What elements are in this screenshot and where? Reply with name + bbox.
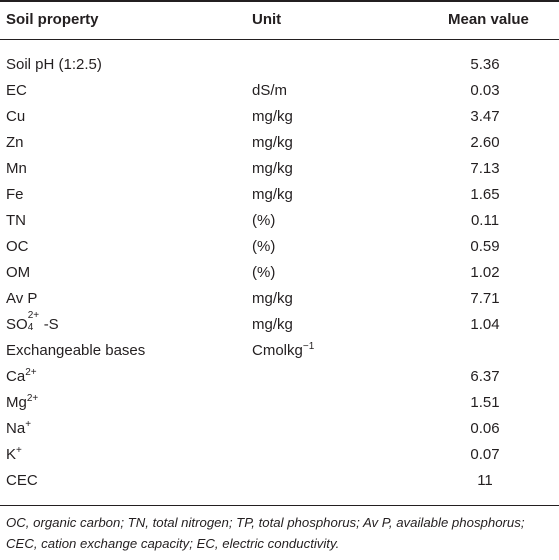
table-top-rule: [0, 0, 559, 2]
table-row: Soil pH (1:2.5) 5.36: [0, 52, 559, 78]
row-property: Mg2+: [6, 390, 38, 416]
row-value: 1.02: [470, 264, 500, 281]
table-row: TN (%) 0.11: [0, 208, 559, 234]
row-value: 7.71: [470, 290, 500, 307]
row-value: 0.07: [470, 446, 500, 463]
table-footnote: OC, organic carbon; TN, total nitrogen; …: [6, 515, 525, 551]
table-row: Av P mg/kg 7.71: [0, 286, 559, 312]
header-soil-property: Soil property: [6, 11, 99, 28]
row-unit: mg/kg: [252, 316, 293, 333]
row-property: Zn: [6, 134, 24, 151]
table-row: Cu mg/kg 3.47: [0, 104, 559, 130]
table-row: Mg2+ 1.51: [0, 390, 559, 416]
row-property: Soil pH (1:2.5): [6, 56, 102, 73]
row-property: OC: [6, 238, 29, 255]
row-value: 0.59: [470, 238, 500, 255]
row-property: K+: [6, 442, 22, 468]
property-superscript: 2+: [27, 310, 40, 321]
row-property: Av P: [6, 290, 38, 307]
property-base: Na: [6, 420, 26, 437]
table-row: Fe mg/kg 1.65: [0, 182, 559, 208]
row-property: Ca2+: [6, 364, 37, 390]
row-unit: (%): [252, 238, 276, 255]
header-mean-value: Mean value: [448, 11, 529, 28]
table-row: Zn mg/kg 2.60: [0, 130, 559, 156]
table-row: Ca2+ 6.37: [0, 364, 559, 390]
row-property: TN: [6, 212, 26, 229]
row-value: 11: [477, 472, 493, 489]
row-property: Cu: [6, 108, 26, 125]
row-property: EC: [6, 82, 27, 99]
table-header-row: Soil property Unit Mean value: [0, 7, 559, 33]
row-unit: mg/kg: [252, 134, 293, 151]
row-unit: Cmolkg−1: [252, 338, 314, 364]
row-value: 3.47: [470, 108, 500, 125]
row-value: 2.60: [470, 134, 500, 151]
table-row: SO 2+ 4 -S mg/kg 1.04: [0, 311, 559, 338]
property-base: K: [6, 446, 17, 463]
table-row: OM (%) 1.02: [0, 260, 559, 286]
table-bottom-rule: [0, 505, 559, 506]
property-sup-sub: 2+ 4: [28, 311, 44, 333]
property-superscript: 2+: [25, 367, 37, 378]
row-property: Fe: [6, 186, 24, 203]
property-base: Ca: [6, 368, 26, 385]
table-row: K+ 0.07: [0, 442, 559, 468]
row-property: CEC: [6, 472, 38, 489]
row-value: 6.37: [470, 368, 500, 385]
row-value: 1.65: [470, 186, 500, 203]
row-value: 1.04: [470, 316, 500, 333]
property-superscript: +: [16, 445, 22, 456]
table-row: Na+ 0.06: [0, 416, 559, 442]
row-property: SO 2+ 4 -S: [6, 311, 59, 338]
row-unit: mg/kg: [252, 108, 293, 125]
property-base: SO: [6, 316, 28, 333]
property-tail: -S: [43, 316, 59, 333]
row-value: 1.51: [470, 394, 500, 411]
row-value: 7.13: [470, 160, 500, 177]
row-property: Mn: [6, 160, 27, 177]
header-unit: Unit: [252, 11, 282, 28]
table-row: EC dS/m 0.03: [0, 78, 559, 104]
property-base: Mg: [6, 394, 27, 411]
table-row: OC (%) 0.59: [0, 234, 559, 260]
row-value: 0.11: [470, 212, 500, 229]
row-value: 0.06: [470, 420, 500, 437]
row-unit: (%): [252, 264, 276, 281]
unit-superscript: −1: [302, 341, 315, 352]
table-row: Mn mg/kg 7.13: [0, 156, 559, 182]
table-row: Exchangeable bases Cmolkg−1: [0, 338, 559, 364]
row-unit: (%): [252, 212, 276, 229]
row-unit: mg/kg: [252, 186, 293, 203]
row-value: 0.03: [470, 82, 500, 99]
row-unit: mg/kg: [252, 290, 293, 307]
property-superscript: +: [25, 419, 32, 430]
row-property: Exchangeable bases: [6, 342, 146, 359]
table-row: CEC 11: [0, 468, 559, 494]
row-unit: mg/kg: [252, 160, 293, 177]
property-superscript: 2+: [26, 393, 39, 404]
row-property: OM: [6, 264, 31, 281]
row-unit: dS/m: [252, 82, 288, 99]
row-property: Na+: [6, 416, 31, 442]
row-value: 5.36: [470, 56, 500, 73]
unit-base: Cmolkg: [252, 342, 303, 359]
property-subscript: 4: [27, 322, 34, 333]
table-header-rule: [0, 39, 559, 40]
